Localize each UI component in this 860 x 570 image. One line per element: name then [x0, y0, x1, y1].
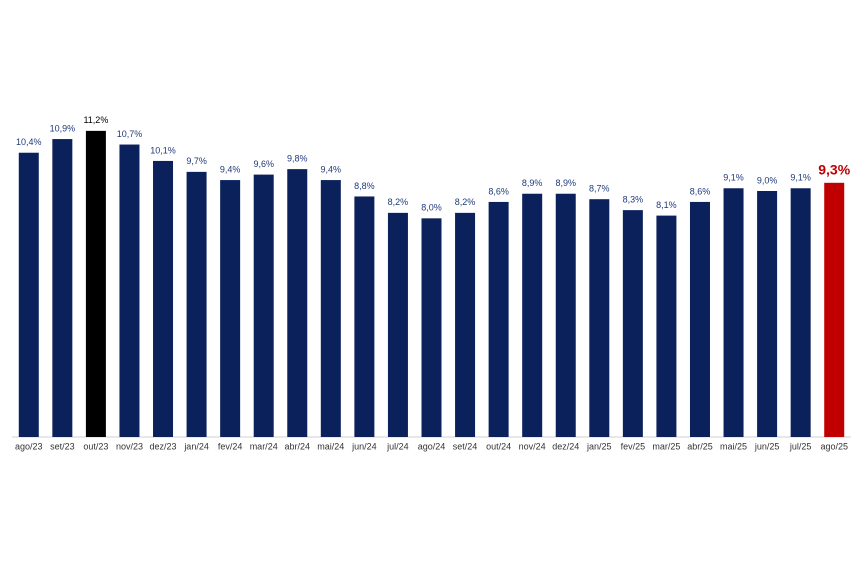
value-label: 8,3%	[623, 195, 644, 205]
bar	[555, 193, 576, 437]
value-label: 9,8%	[287, 154, 308, 164]
value-label: 8,2%	[455, 197, 476, 207]
value-label: 8,9%	[522, 178, 543, 188]
x-tick-label: ago/23	[15, 441, 43, 451]
x-tick-label: mai/24	[317, 441, 344, 451]
x-tick-label: out/23	[83, 441, 108, 451]
bar	[220, 180, 241, 438]
bar	[186, 171, 207, 437]
bar	[85, 130, 106, 437]
value-label: 9,7%	[186, 156, 207, 166]
value-label: 10,7%	[117, 129, 143, 139]
value-label: 9,4%	[321, 164, 342, 174]
bar	[421, 218, 442, 437]
bar	[52, 139, 73, 438]
value-label: 9,1%	[790, 173, 811, 183]
x-tick-label: fev/25	[621, 441, 646, 451]
value-label: 10,9%	[50, 123, 76, 133]
x-tick-label: abr/24	[284, 441, 310, 451]
x-tick-label: jul/24	[386, 441, 409, 451]
value-label: 8,6%	[690, 186, 711, 196]
x-tick-label: set/23	[50, 441, 75, 451]
value-label: 9,1%	[723, 173, 744, 183]
value-label: 9,6%	[253, 159, 274, 169]
x-tick-label: ago/25	[820, 441, 848, 451]
value-label: 10,4%	[16, 137, 42, 147]
x-tick-label: mar/24	[250, 441, 278, 451]
value-label: 8,6%	[488, 186, 509, 196]
bar	[119, 144, 140, 438]
value-label: 8,9%	[555, 178, 576, 188]
bar	[488, 201, 509, 437]
bar	[18, 152, 39, 437]
bar	[824, 182, 845, 437]
bar	[287, 169, 308, 437]
x-tick-label: dez/24	[552, 441, 579, 451]
x-tick-label: set/24	[453, 441, 478, 451]
value-label: 11,2%	[83, 115, 108, 125]
x-tick-label: ago/24	[418, 441, 446, 451]
bar	[387, 212, 408, 437]
bar	[790, 188, 811, 437]
x-tick-label: abr/25	[687, 441, 713, 451]
x-tick-label: fev/24	[218, 441, 243, 451]
bar	[522, 193, 543, 437]
bar	[689, 201, 710, 437]
bar	[757, 191, 778, 437]
bar	[622, 210, 643, 437]
x-tick-label: mai/25	[720, 441, 747, 451]
x-tick-label: jun/24	[351, 441, 377, 451]
x-tick-label: mar/25	[652, 441, 680, 451]
x-tick-label: nov/23	[116, 441, 143, 451]
value-label: 8,1%	[656, 200, 677, 210]
value-label: 8,2%	[388, 197, 409, 207]
value-label: 9,0%	[757, 175, 778, 185]
x-tick-label: jun/25	[754, 441, 780, 451]
value-label: 8,8%	[354, 181, 375, 191]
bar	[320, 180, 341, 438]
x-tick-label: jan/25	[586, 441, 612, 451]
bar	[656, 215, 677, 437]
x-tick-label: out/24	[486, 441, 511, 451]
x-tick-label: nov/24	[519, 441, 546, 451]
bar	[354, 196, 375, 437]
value-label: 8,7%	[589, 184, 610, 194]
value-label: 8,0%	[421, 203, 442, 213]
x-tick-label: jan/24	[183, 441, 209, 451]
value-label: 10,1%	[150, 145, 176, 155]
bar	[455, 212, 476, 437]
bar	[589, 199, 610, 437]
value-label: 9,3%	[818, 162, 850, 178]
bar	[253, 174, 274, 437]
bar	[153, 160, 174, 437]
bar	[723, 188, 744, 437]
x-tick-label: dez/23	[150, 441, 177, 451]
x-tick-label: jul/25	[789, 441, 812, 451]
value-label: 9,4%	[220, 164, 241, 174]
